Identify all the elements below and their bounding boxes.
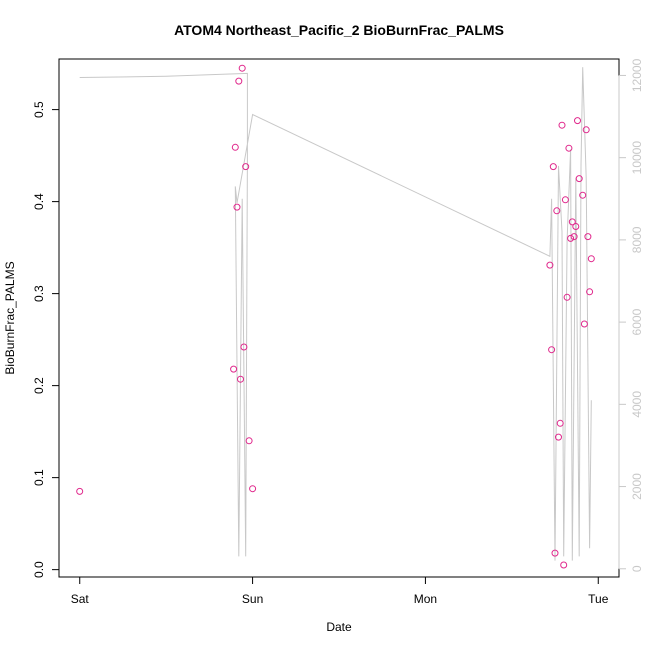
data-point-2: [231, 143, 239, 151]
x-tick-label-2: Mon: [414, 592, 437, 606]
data-point-8: [242, 163, 250, 171]
y-tick-label-4: 0.4: [32, 193, 46, 210]
data-point-4: [235, 77, 243, 85]
y2-tick-label-4: 8000: [630, 226, 644, 253]
data-point-11: [546, 261, 554, 269]
data-point-13: [549, 163, 557, 171]
data-point-19: [560, 561, 568, 569]
data-point-17: [556, 419, 564, 427]
data-point-12: [548, 346, 556, 354]
data-point-26: [572, 223, 580, 230]
data-point-27: [574, 117, 581, 125]
point-layer: [76, 64, 595, 569]
x-tick-label-0: Sat: [71, 592, 90, 606]
data-point-20: [561, 196, 569, 204]
y-axis-right: 0 2000 4000 6000 8000 10000 12000: [618, 58, 644, 572]
x-axis-label: Date: [326, 620, 352, 634]
data-point-34: [587, 255, 595, 263]
data-point-1: [230, 365, 238, 373]
y-tick-label-3: 0.3: [32, 285, 46, 302]
data-point-10: [249, 485, 257, 493]
y-tick-label-1: 0.1: [32, 469, 46, 486]
y-tick-label-2: 0.2: [32, 377, 46, 394]
data-point-28: [575, 175, 583, 183]
y-tick-label-5: 0.5: [32, 101, 46, 118]
y-axis-label: BioBurnFrac_PALMS: [3, 261, 17, 374]
y-tick-label-0: 0.0: [32, 561, 46, 578]
data-point-29: [579, 191, 587, 199]
y2-tick-label-0: 0: [630, 565, 644, 572]
y2-tick-label-5: 10000: [630, 141, 644, 175]
data-point-23: [567, 234, 575, 242]
data-point-25: [570, 233, 578, 241]
y-axis-left: 0.0 0.1 0.2 0.3 0.4 0.5: [32, 101, 60, 578]
data-point-16: [555, 433, 562, 441]
y2-tick-label-3: 6000: [630, 308, 644, 335]
data-point-0: [76, 487, 84, 495]
data-point-3: [233, 203, 241, 211]
secondary-line-layer: [79, 67, 592, 561]
data-point-7: [240, 343, 248, 351]
data-point-5: [237, 375, 244, 383]
x-tick-label-1: Sun: [242, 592, 263, 606]
data-point-21: [563, 293, 571, 301]
data-point-14: [551, 549, 559, 557]
data-point-32: [584, 233, 592, 241]
data-point-22: [565, 144, 573, 152]
x-tick-label-3: Tue: [588, 592, 609, 606]
data-point-31: [582, 126, 590, 134]
series-line: [79, 67, 592, 561]
data-point-30: [580, 320, 588, 328]
data-point-15: [553, 207, 561, 215]
y2-tick-label-2: 4000: [630, 391, 644, 418]
y2-tick-label-1: 2000: [630, 473, 644, 500]
data-point-24: [568, 218, 576, 226]
data-point-33: [586, 288, 594, 296]
data-point-9: [245, 437, 253, 445]
x-axis: Sat Sun Mon Tue: [71, 576, 609, 606]
y2-tick-label-6: 12000: [630, 58, 644, 92]
chart-title: ATOM4 Northeast_Pacific_2 BioBurnFrac_PA…: [174, 22, 504, 38]
data-point-6: [238, 64, 246, 72]
data-point-18: [558, 121, 566, 129]
